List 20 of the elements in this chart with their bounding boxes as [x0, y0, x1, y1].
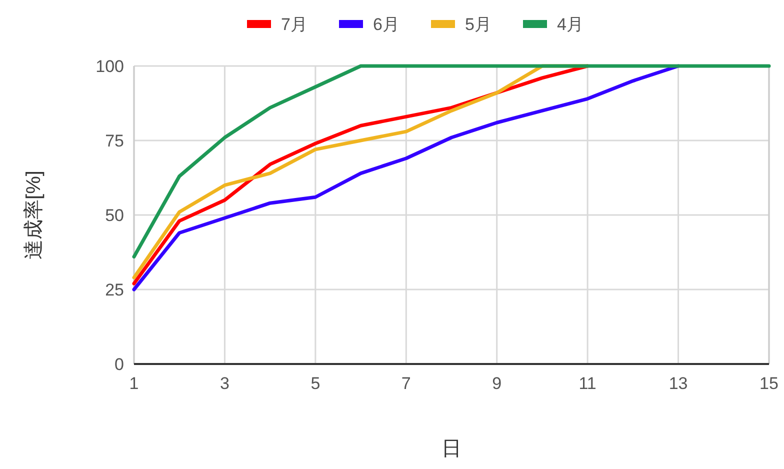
y-tick-label: 50	[105, 206, 124, 225]
x-tick-label: 5	[310, 374, 320, 393]
x-tick-label: 13	[668, 374, 688, 393]
x-tick-label: 1	[129, 374, 139, 393]
legend-label: 7月	[281, 15, 308, 34]
x-tick-label: 15	[760, 374, 778, 393]
y-tick-label: 0	[114, 355, 124, 374]
y-tick-label: 100	[96, 57, 124, 76]
x-axis-title: 日	[442, 438, 462, 460]
legend-label: 5月	[465, 15, 492, 34]
x-tick-label: 3	[220, 374, 230, 393]
legend-label: 6月	[373, 15, 400, 34]
x-tick-label: 11	[578, 374, 596, 393]
x-tick-label: 9	[492, 374, 502, 393]
y-tick-label: 25	[105, 280, 124, 300]
line-series	[132, 64, 680, 292]
y-tick-label: 75	[105, 132, 124, 150]
legend-label: 4月	[557, 15, 584, 34]
x-tick-label: 7	[401, 374, 411, 393]
y-axis-title: 達成率[%]	[23, 170, 45, 260]
